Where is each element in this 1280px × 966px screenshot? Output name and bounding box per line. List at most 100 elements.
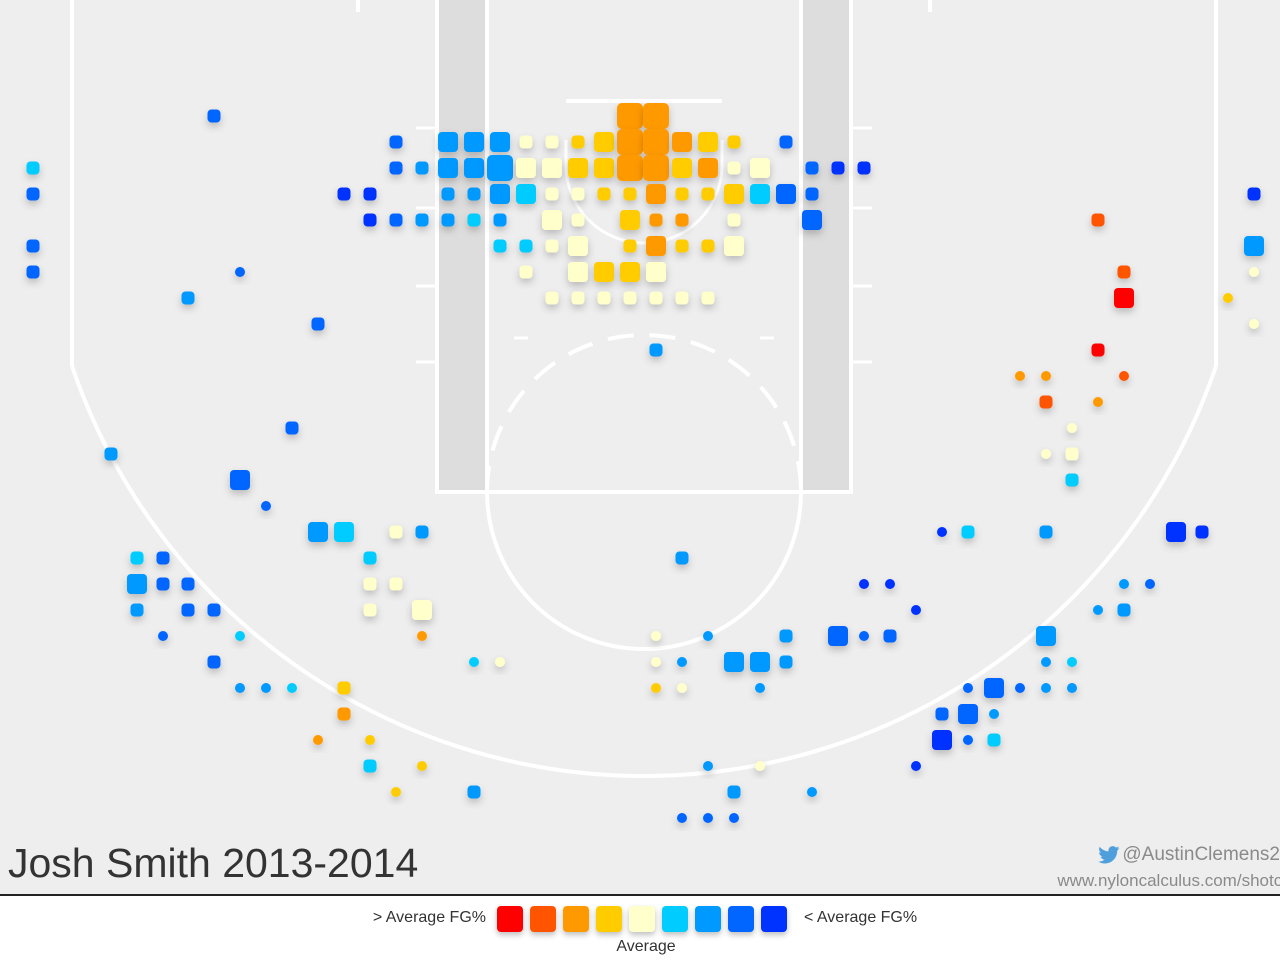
shot-marker [651,631,661,641]
credit-twitter-handle: @AustinClemens2 [1122,844,1280,865]
shot-marker [493,213,507,227]
shot-marker [675,213,689,227]
shot-marker [568,158,588,178]
free-throw-circle-bottom [485,491,803,651]
shot-marker [26,187,40,201]
shot-marker [617,155,643,181]
shot-marker [467,785,481,799]
shot-marker [571,135,585,149]
shot-marker [828,626,848,646]
shot-marker [467,213,481,227]
shot-marker [597,291,611,305]
court-svg [26,0,1264,823]
credit-handle-row: @AustinClemens2 [1057,842,1280,868]
shot-marker [620,262,640,282]
shot-marker [1041,449,1051,459]
shot-marker [729,813,739,823]
legend-color-scale [497,906,794,932]
shot-marker [235,683,245,693]
shot-marker [415,213,429,227]
shot-marker [651,657,661,667]
shot-marker [963,735,973,745]
legend: > Average FG% < Average FG% Average [0,898,1280,966]
shot-marker [235,631,245,641]
shot-marker [911,605,921,615]
shot-marker [389,577,403,591]
shot-marker [415,525,429,539]
shot-marker [285,421,299,435]
shot-marker [643,155,669,181]
shot-marker [1119,371,1129,381]
legend-swatch-5 [662,906,688,932]
shot-marker [698,158,718,178]
shot-marker [230,470,250,490]
shot-marker [703,813,713,823]
shot-marker [493,239,507,253]
shot-marker [181,291,195,305]
shot-marker [620,210,640,230]
shot-marker [623,291,637,305]
shot-marker [438,158,458,178]
shot-marker [724,236,744,256]
shot-marker [961,525,975,539]
shot-marker [649,213,663,227]
shot-marker [417,631,427,641]
shot-marker [859,631,869,641]
legend-above-average-label: > Average FG% [372,909,486,926]
shot-marker [755,761,765,771]
shot-marker [26,161,40,175]
shot-marker [519,239,533,253]
shot-marker [1166,522,1186,542]
shot-marker [389,525,403,539]
shot-marker [724,652,744,672]
shot-marker [1244,236,1264,256]
shot-marker [156,577,170,591]
shot-marker [490,132,510,152]
shot-marker [883,629,897,643]
legend-average-label: Average [616,938,676,955]
legend-swatch-0 [497,906,523,932]
shot-marker [1067,657,1077,667]
twitter-bird-icon [1098,846,1120,864]
shot-marker [672,158,692,178]
shot-marker [207,655,221,669]
shot-marker [805,161,819,175]
shot-marker [1093,397,1103,407]
shot-marker [545,239,559,253]
shot-marker [935,707,949,721]
shot-marker [1249,267,1259,277]
shot-marker [127,574,147,594]
lane-hash-marks [416,126,872,364]
shot-marker [1093,605,1103,615]
shot-marker [989,709,999,719]
shot-marker [779,135,793,149]
shot-marker [963,683,973,693]
shot-marker [958,704,978,724]
shot-marker [389,135,403,149]
shot-marker [334,522,354,542]
shot-marker [857,161,871,175]
shot-marker [363,603,377,617]
shot-marker [516,184,536,204]
shot-marker [363,759,377,773]
shot-marker [337,707,351,721]
shot-marker [261,683,271,693]
shot-marker [649,291,663,305]
shot-marker [207,109,221,123]
shot-marker [675,239,689,253]
shot-marker [1114,288,1134,308]
shot-marker [490,184,510,204]
shot-marker [1119,579,1129,589]
shot-marker [1036,626,1056,646]
shot-marker [104,447,118,461]
shot-marker [1067,423,1077,433]
shot-marker [1091,343,1105,357]
shot-marker [677,813,687,823]
shot-marker [677,683,687,693]
shot-marker [545,135,559,149]
shot-marker [337,681,351,695]
legend-divider [0,894,1280,896]
shot-marker [831,161,845,175]
shot-marker [885,579,895,589]
shot-marker [932,730,952,750]
